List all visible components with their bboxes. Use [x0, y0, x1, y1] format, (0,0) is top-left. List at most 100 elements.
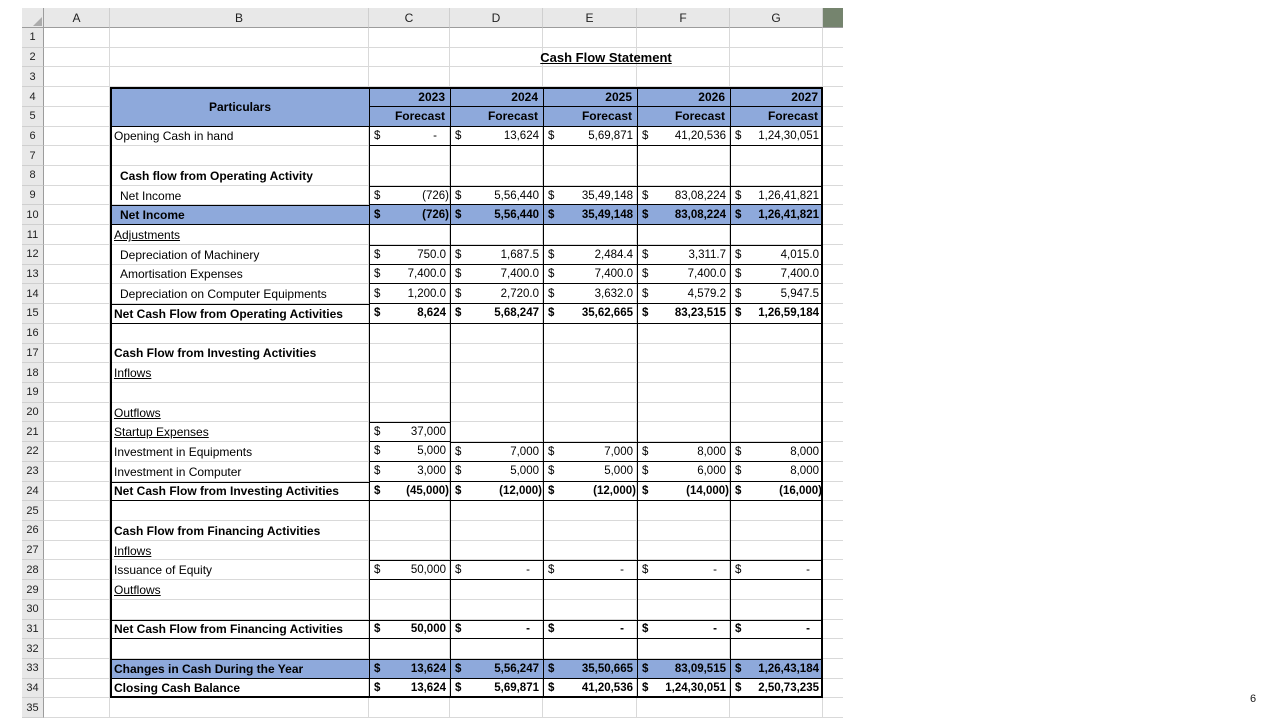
- cell-C17[interactable]: [369, 343, 450, 364]
- cell-G21[interactable]: [730, 422, 823, 443]
- row-16-label[interactable]: [110, 324, 369, 344]
- cell-F19[interactable]: [637, 382, 730, 403]
- cell-E28[interactable]: $ -: [543, 560, 637, 581]
- cell-E17[interactable]: [543, 343, 637, 364]
- cell-C31[interactable]: $50,000: [369, 619, 450, 640]
- row-23-label[interactable]: Investment in Computer: [114, 464, 242, 479]
- row-9-label[interactable]: Net Income: [120, 188, 182, 203]
- cell-G28[interactable]: $ -: [730, 560, 823, 581]
- cell-G9[interactable]: $1,26,41,821: [730, 185, 823, 206]
- cell-G16[interactable]: [730, 323, 823, 344]
- row-27-label[interactable]: Inflows: [114, 543, 152, 558]
- cell-D7[interactable]: [450, 146, 543, 167]
- cell-D12[interactable]: $1,687.5: [450, 244, 543, 265]
- cell-D24[interactable]: $ (12,000): [450, 481, 543, 502]
- row-header-4[interactable]: 4: [22, 87, 44, 107]
- row-header-6[interactable]: 6: [22, 126, 44, 147]
- cell-F14[interactable]: $4,579.2: [637, 284, 730, 305]
- cell-F16[interactable]: [637, 323, 730, 344]
- cell-D18[interactable]: [450, 363, 543, 383]
- cell-F10[interactable]: $83,08,224: [637, 205, 730, 226]
- cell-D16[interactable]: [450, 323, 543, 344]
- cell-G30[interactable]: [730, 599, 823, 620]
- cell-F29[interactable]: [637, 580, 730, 600]
- year-header-2027[interactable]: 2027: [730, 87, 823, 107]
- cell-F8[interactable]: [637, 166, 730, 186]
- cell-F28[interactable]: $ -: [637, 560, 730, 581]
- cell-F7[interactable]: [637, 146, 730, 167]
- sheet-title[interactable]: Cash Flow Statement: [540, 50, 672, 66]
- cell-E27[interactable]: [543, 540, 637, 561]
- cell-D32[interactable]: [450, 639, 543, 660]
- cell-G22[interactable]: $8,000: [730, 442, 823, 462]
- cell-C8[interactable]: [369, 166, 450, 186]
- cell-C6[interactable]: $ -: [369, 126, 450, 147]
- cell-D8[interactable]: [450, 166, 543, 186]
- cell-D29[interactable]: [450, 580, 543, 600]
- cell-D22[interactable]: $7,000: [450, 442, 543, 462]
- row-header-8[interactable]: 8: [22, 166, 44, 186]
- cell-F11[interactable]: [637, 225, 730, 245]
- cell-E29[interactable]: [543, 580, 637, 600]
- cell-C18[interactable]: [369, 363, 450, 383]
- column-header-g[interactable]: G: [730, 8, 823, 28]
- row-30-label[interactable]: [110, 600, 369, 620]
- row-33-label[interactable]: Changes in Cash During the Year: [110, 659, 369, 679]
- cell-F21[interactable]: [637, 422, 730, 443]
- cell-G11[interactable]: [730, 225, 823, 245]
- cell-G15[interactable]: $1,26,59,184: [730, 304, 823, 324]
- row-header-30[interactable]: 30: [22, 599, 44, 620]
- row-header-35[interactable]: 35: [22, 698, 44, 719]
- cell-C24[interactable]: $ (45,000): [369, 481, 450, 502]
- forecast-header-2026[interactable]: Forecast: [637, 106, 730, 127]
- row-11-label[interactable]: Adjustments: [114, 228, 181, 243]
- cell-D17[interactable]: [450, 343, 543, 364]
- cell-G17[interactable]: [730, 343, 823, 364]
- cell-C22[interactable]: $5,000: [369, 442, 450, 462]
- row-header-31[interactable]: 31: [22, 619, 44, 640]
- row-header-10[interactable]: 10: [22, 205, 44, 226]
- cell-C26[interactable]: [369, 521, 450, 541]
- row-header-34[interactable]: 34: [22, 678, 44, 699]
- cell-E11[interactable]: [543, 225, 637, 245]
- row-header-13[interactable]: 13: [22, 264, 44, 285]
- cell-F22[interactable]: $8,000: [637, 442, 730, 462]
- row-header-28[interactable]: 28: [22, 560, 44, 581]
- year-header-2025[interactable]: 2025: [543, 87, 637, 107]
- cell-C27[interactable]: [369, 540, 450, 561]
- row-7-label[interactable]: [110, 146, 369, 166]
- cell-D23[interactable]: $5,000: [450, 461, 543, 482]
- row-header-14[interactable]: 14: [22, 284, 44, 305]
- cell-E16[interactable]: [543, 323, 637, 344]
- forecast-header-2024[interactable]: Forecast: [450, 106, 543, 127]
- forecast-header-2027[interactable]: Forecast: [730, 106, 823, 127]
- cell-C25[interactable]: [369, 501, 450, 521]
- cell-E12[interactable]: $2,484.4: [543, 244, 637, 265]
- column-header-f[interactable]: F: [637, 8, 730, 28]
- row-header-3[interactable]: 3: [22, 67, 44, 88]
- cell-G33[interactable]: $1,26,43,184: [730, 659, 823, 679]
- cell-D19[interactable]: [450, 382, 543, 403]
- select-all-corner[interactable]: [22, 8, 44, 28]
- row-14-label[interactable]: Depreciation on Computer Equipments: [120, 287, 327, 302]
- cell-G26[interactable]: [730, 521, 823, 541]
- cell-C32[interactable]: [369, 639, 450, 660]
- cell-C12[interactable]: $750.0: [369, 244, 450, 265]
- cell-E23[interactable]: $5,000: [543, 461, 637, 482]
- row-19-label[interactable]: [110, 383, 369, 403]
- cell-E31[interactable]: $ -: [543, 619, 637, 640]
- cell-C28[interactable]: $50,000: [369, 560, 450, 581]
- cell-D31[interactable]: $ -: [450, 619, 543, 640]
- column-header-a[interactable]: A: [44, 8, 110, 28]
- cell-C15[interactable]: $8,624: [369, 304, 450, 324]
- row-header-9[interactable]: 9: [22, 185, 44, 206]
- cell-D6[interactable]: $13,624: [450, 126, 543, 147]
- cell-F15[interactable]: $83,23,515: [637, 304, 730, 324]
- cell-E24[interactable]: $ (12,000): [543, 481, 637, 502]
- cell-F31[interactable]: $ -: [637, 619, 730, 640]
- row-22-label[interactable]: Investment in Equipments: [114, 444, 253, 459]
- cell-C11[interactable]: [369, 225, 450, 245]
- row-header-24[interactable]: 24: [22, 481, 44, 502]
- row-header-17[interactable]: 17: [22, 343, 44, 364]
- row-12-label[interactable]: Depreciation of Machinery: [120, 247, 260, 262]
